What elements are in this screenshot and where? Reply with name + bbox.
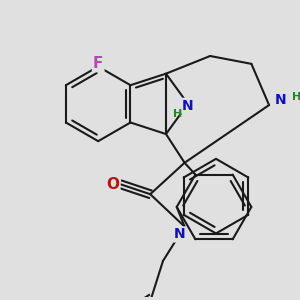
Text: N: N [275,93,287,107]
Text: N: N [182,99,194,113]
Text: H: H [173,109,183,119]
Text: F: F [93,56,104,71]
Text: H: H [292,92,300,102]
Text: O: O [106,177,119,192]
Text: N: N [174,227,185,242]
